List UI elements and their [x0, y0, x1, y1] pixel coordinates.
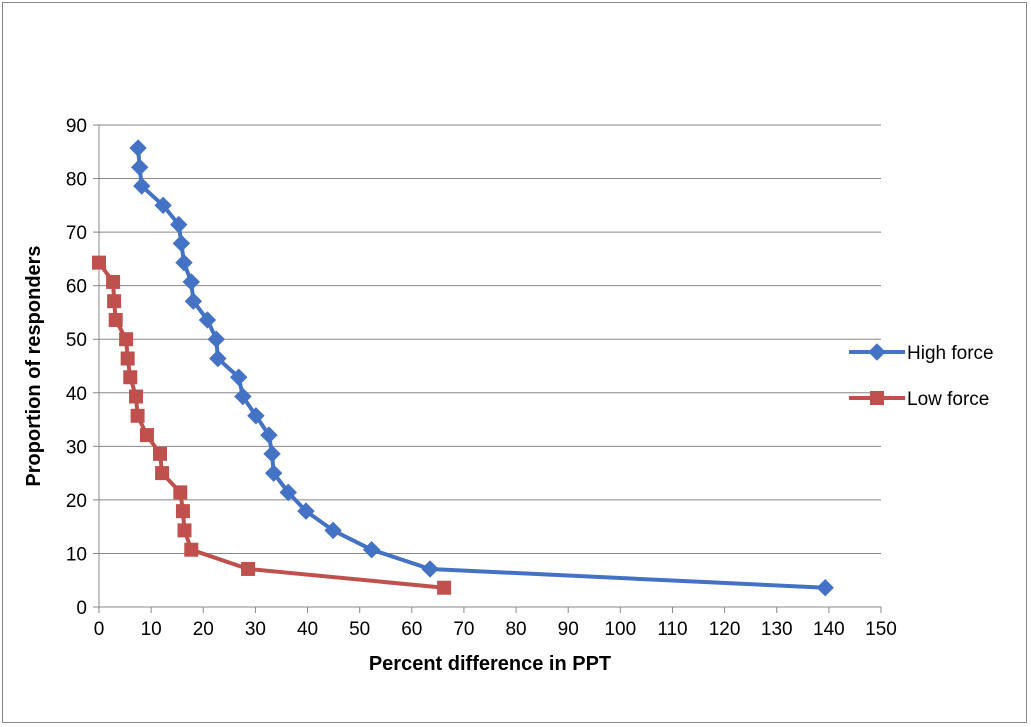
- series-0: [129, 139, 834, 597]
- data-point-0-14: [247, 407, 265, 425]
- data-point-1-4: [119, 332, 134, 347]
- y-tick-label-60: 60: [66, 277, 87, 298]
- data-point-1-15: [184, 542, 199, 557]
- legend: High force Low force: [849, 343, 994, 410]
- data-point-0-22: [421, 560, 439, 578]
- data-point-1-9: [139, 428, 154, 443]
- data-point-0-13: [234, 387, 252, 406]
- x-axis-title: Percent difference in PPT: [369, 653, 611, 675]
- data-point-1-2: [107, 294, 122, 309]
- legend-label-high-force: High force: [907, 343, 994, 364]
- data-point-0-15: [260, 426, 278, 444]
- y-tick-label-20: 20: [66, 491, 87, 512]
- data-point-0-12: [230, 368, 248, 386]
- y-tick-label-90: 90: [66, 116, 87, 137]
- series-line-1: [97, 261, 445, 590]
- x-tick-label-20: 20: [193, 619, 214, 640]
- series-1: [92, 255, 452, 595]
- data-point-1-5: [120, 351, 135, 366]
- data-point-1-11: [155, 466, 170, 481]
- y-tick-label-30: 30: [66, 437, 87, 458]
- gridlines: [99, 124, 881, 554]
- y-tick-label-0: 0: [76, 598, 87, 619]
- x-tick-label-130: 130: [761, 619, 793, 640]
- data-point-0-11: [209, 349, 227, 368]
- x-tick-label-60: 60: [401, 619, 422, 640]
- y-tick-label-70: 70: [66, 223, 87, 244]
- data-point-0-17: [264, 464, 283, 482]
- tick-labels: 0 10 20 30 40 50 60 70 80 90 0 10 20 30 40 50 60 70 80 90 10…: [66, 116, 897, 640]
- data-point-0-19: [297, 502, 315, 520]
- legend-label-low-force: Low force: [907, 389, 989, 410]
- data-point-1-0: [92, 255, 106, 270]
- x-tick-label-30: 30: [245, 619, 266, 640]
- data-point-0-0: [129, 139, 147, 157]
- data-point-1-14: [177, 523, 192, 538]
- x-tick-label-0: 0: [94, 619, 105, 640]
- data-point-0-21: [362, 540, 381, 559]
- data-point-1-13: [175, 504, 190, 519]
- data-point-0-5: [172, 234, 191, 253]
- y-tick-label-40: 40: [66, 384, 87, 405]
- x-tick-label-120: 120: [709, 619, 741, 640]
- data-point-1-17: [437, 580, 452, 595]
- y-tick-label-50: 50: [66, 330, 87, 351]
- x-tick-label-90: 90: [558, 619, 579, 640]
- data-point-0-23: [816, 579, 834, 597]
- y-tick-label-80: 80: [66, 170, 87, 191]
- data-point-0-10: [207, 330, 226, 348]
- series-layer: [92, 139, 834, 597]
- legend-item-high-force: High force: [849, 343, 994, 364]
- x-tick-label-50: 50: [349, 619, 370, 640]
- data-point-0-16: [263, 445, 281, 463]
- x-tick-label-100: 100: [604, 619, 636, 640]
- legend-point-1: [870, 391, 884, 405]
- data-point-1-8: [130, 408, 145, 423]
- data-point-1-1: [106, 274, 121, 289]
- axes: [93, 124, 882, 613]
- legend-marker-low-force: [849, 391, 905, 405]
- data-point-0-4: [170, 215, 188, 234]
- data-point-0-1: [130, 158, 149, 177]
- legend-item-low-force: Low force: [849, 389, 989, 410]
- data-point-0-3: [154, 196, 172, 215]
- data-point-0-7: [182, 273, 200, 291]
- y-axis-title: Proportion of responders: [23, 245, 45, 486]
- series-line-0: [136, 147, 826, 590]
- data-point-0-18: [279, 483, 297, 502]
- data-point-1-12: [173, 485, 188, 500]
- data-point-1-7: [129, 389, 144, 404]
- data-point-1-16: [241, 561, 256, 576]
- data-point-0-20: [324, 521, 342, 540]
- x-tick-label-140: 140: [813, 619, 845, 640]
- y-tick-label-10: 10: [66, 544, 87, 565]
- x-tick-label-80: 80: [505, 619, 526, 640]
- line-chart: 0 10 20 30 40 50 60 70 80 90 0 10 20 30 40 50 60 70 80 90 10…: [23, 116, 994, 675]
- data-point-0-8: [184, 292, 203, 310]
- data-point-0-6: [175, 253, 193, 272]
- x-tick-label-10: 10: [141, 619, 162, 640]
- x-tick-label-110: 110: [657, 619, 687, 640]
- data-point-0-2: [133, 177, 151, 195]
- data-point-1-10: [152, 446, 167, 461]
- data-point-0-9: [198, 311, 217, 329]
- data-point-1-3: [108, 312, 123, 327]
- x-tick-label-40: 40: [297, 619, 318, 640]
- data-point-1-6: [123, 370, 138, 385]
- legend-marker-high-force: [849, 343, 905, 361]
- x-tick-label-70: 70: [453, 619, 474, 640]
- x-tick-label-150: 150: [865, 619, 897, 640]
- legend-point-0: [868, 343, 886, 361]
